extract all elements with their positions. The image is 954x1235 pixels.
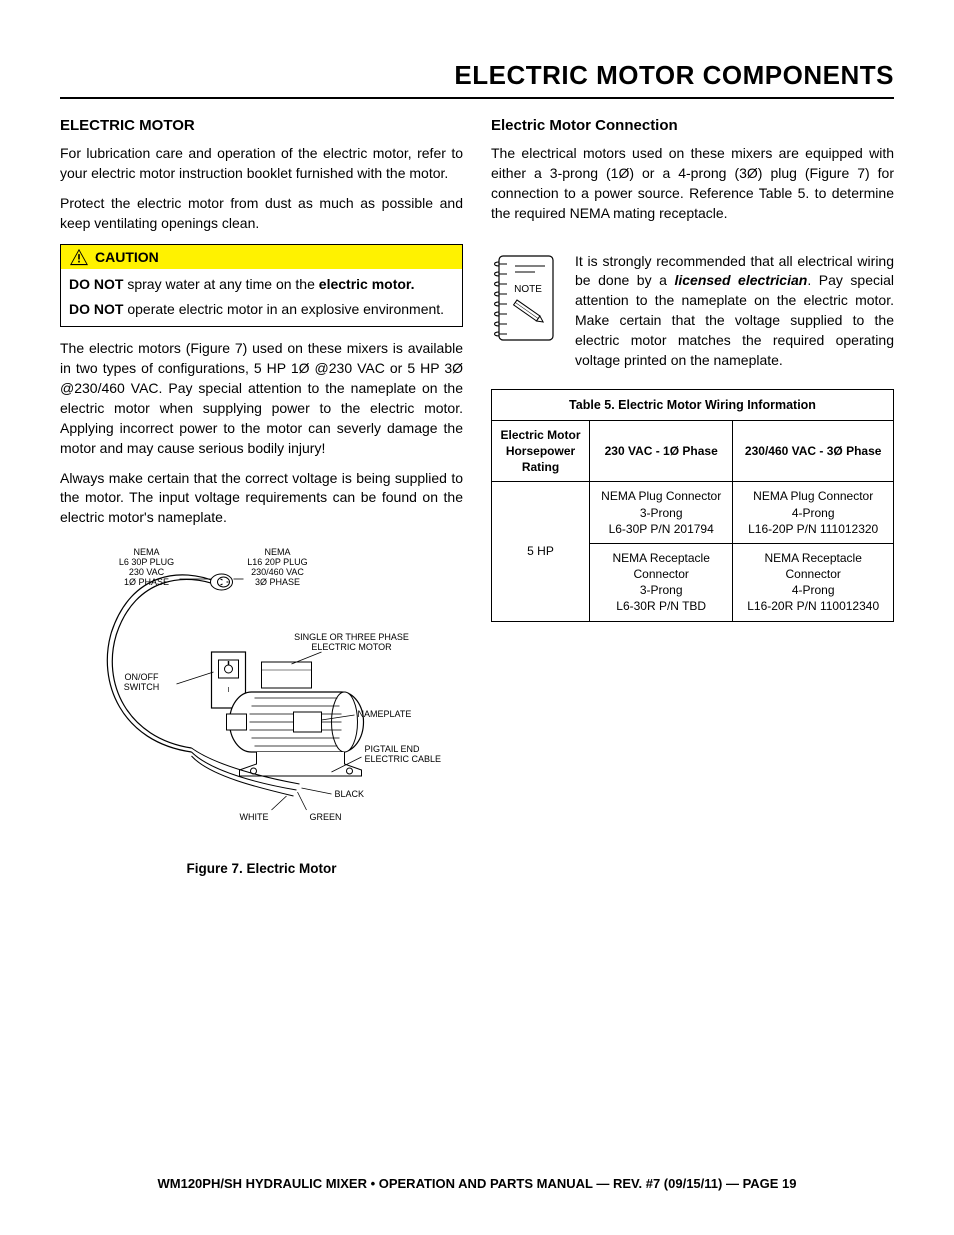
note-block: NOTE It is strongly recommended that all…: [491, 252, 894, 371]
cell-r1c2: NEMA Plug Connector3-ProngL6-30P P/N 201…: [590, 482, 733, 544]
svg-text:NEMA: NEMA: [264, 547, 290, 557]
right-p require: The electrical motors used on these mixe…: [491, 144, 894, 224]
left-p1: For lubrication care and operation of th…: [60, 144, 463, 184]
svg-text:PIGTAIL END: PIGTAIL END: [365, 744, 421, 754]
svg-text:1Ø PHASE: 1Ø PHASE: [124, 577, 169, 587]
figure-caption: Figure 7. Electric Motor: [60, 861, 463, 876]
caution-body: DO NOT spray water at any time on the el…: [61, 269, 462, 327]
svg-text:NAMEPLATE: NAMEPLATE: [358, 709, 412, 719]
note-icon: NOTE: [491, 252, 561, 344]
svg-text:230/460 VAC: 230/460 VAC: [251, 567, 304, 577]
left-heading: ELECTRIC MOTOR: [60, 117, 463, 134]
wiring-table: Table 5. Electric Motor Wiring Informati…: [491, 389, 894, 622]
svg-text:SINGLE OR THREE PHASE: SINGLE OR THREE PHASE: [294, 632, 409, 642]
caution-header: CAUTION: [61, 245, 462, 269]
svg-text:WHITE: WHITE: [240, 812, 269, 822]
cell-r2c3: NEMA ReceptacleConnector4-ProngL16-20R P…: [733, 543, 894, 621]
svg-text:GREEN: GREEN: [310, 812, 342, 822]
cell-r2c2: NEMA ReceptacleConnector3-ProngL6-30R P/…: [590, 543, 733, 621]
caution-box: CAUTION DO NOT spray water at any time o…: [60, 244, 463, 328]
svg-text:ON/OFF: ON/OFF: [125, 672, 159, 682]
svg-text:3Ø PHASE: 3Ø PHASE: [255, 577, 300, 587]
left-p2: Protect the electric motor from dust as …: [60, 194, 463, 234]
svg-text:L16 20P PLUG: L16 20P PLUG: [247, 557, 307, 567]
warning-icon: [69, 248, 89, 266]
svg-text:BLACK: BLACK: [335, 789, 365, 799]
svg-text:I: I: [228, 687, 230, 694]
svg-text:230 VAC: 230 VAC: [129, 567, 165, 577]
col-230: 230 VAC - 1Ø Phase: [590, 420, 733, 482]
svg-text:ELECTRIC MOTOR: ELECTRIC MOTOR: [311, 642, 392, 652]
content-columns: ELECTRIC MOTOR For lubrication care and …: [60, 117, 894, 876]
note-text: It is strongly recommended that all elec…: [575, 252, 894, 371]
caution-line1: DO NOT spray water at any time on the el…: [69, 275, 454, 295]
right-heading: Electric Motor Connection: [491, 117, 894, 134]
svg-text:NOTE: NOTE: [514, 284, 542, 295]
page-footer: WM120PH/SH HYDRAULIC MIXER • OPERATION A…: [60, 1176, 894, 1191]
page-title: ELECTRIC MOTOR COMPONENTS: [60, 60, 894, 99]
left-p4: Always make certain that the correct vol…: [60, 469, 463, 529]
table-caption: Table 5. Electric Motor Wiring Informati…: [492, 389, 894, 420]
caution-line2: DO NOT operate electric motor in an expl…: [69, 300, 454, 320]
svg-text:ELECTRIC CABLE: ELECTRIC CABLE: [365, 754, 442, 764]
left-column: ELECTRIC MOTOR For lubrication care and …: [60, 117, 463, 876]
figure-7: I: [60, 542, 463, 876]
col-hp: Electric Motor Horsepower Rating: [492, 420, 590, 482]
cell-hp: 5 HP: [492, 482, 590, 621]
cell-r1c3: NEMA Plug Connector4-ProngL16-20P P/N 11…: [733, 482, 894, 544]
col-460: 230/460 VAC - 3Ø Phase: [733, 420, 894, 482]
caution-label: CAUTION: [95, 249, 159, 265]
svg-text:L6 30P PLUG: L6 30P PLUG: [119, 557, 174, 567]
svg-text:SWITCH: SWITCH: [124, 682, 160, 692]
left-p3: The electric motors (Figure 7) used on t…: [60, 339, 463, 458]
svg-text:NEMA: NEMA: [133, 547, 159, 557]
right-column: Electric Motor Connection The electrical…: [491, 117, 894, 876]
motor-diagram: I: [60, 542, 463, 852]
